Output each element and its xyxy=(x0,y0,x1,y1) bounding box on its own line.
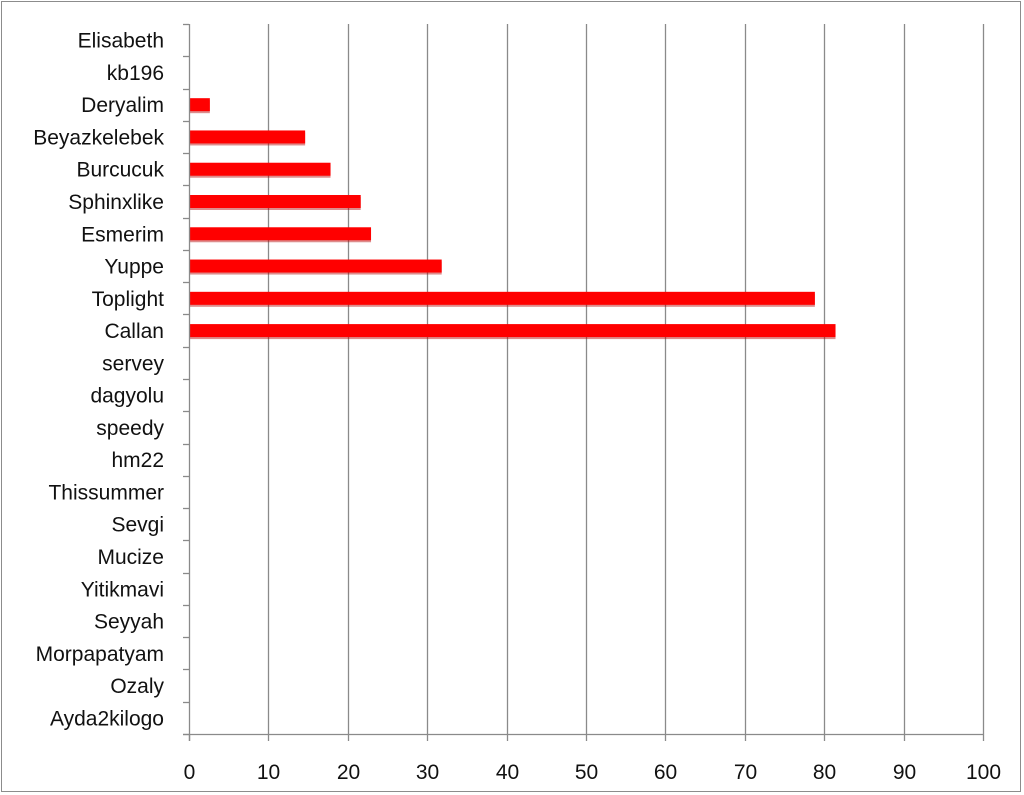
bar xyxy=(190,324,836,338)
category-label: servey xyxy=(102,352,164,375)
category-label: Yuppe xyxy=(104,256,164,279)
category-label: Elisabeth xyxy=(78,30,164,53)
axes xyxy=(183,23,985,741)
category-label: kb196 xyxy=(107,62,164,85)
category-label: Toplight xyxy=(92,288,165,311)
category-label: Esmerim xyxy=(81,223,164,246)
category-label: dagyolu xyxy=(90,385,164,408)
bars xyxy=(190,98,836,340)
category-label: Mucize xyxy=(97,546,164,569)
x-tick-label: 90 xyxy=(893,761,916,784)
category-label: speedy xyxy=(96,417,164,440)
x-tick-label: 60 xyxy=(654,761,677,784)
gridlines xyxy=(267,24,985,734)
x-tick-label: 70 xyxy=(734,761,757,784)
category-label: Ayda2kilogo xyxy=(50,707,164,730)
category-label: Ozaly xyxy=(110,675,164,698)
bar xyxy=(190,195,361,208)
x-tick-label: 20 xyxy=(337,761,360,784)
bar xyxy=(190,227,372,241)
x-tick-label: 40 xyxy=(496,761,519,784)
bar xyxy=(190,259,442,273)
x-tick-label: 0 xyxy=(184,761,196,784)
category-label: Callan xyxy=(104,320,164,343)
x-tick-label: 50 xyxy=(575,761,598,784)
x-tick-label: 30 xyxy=(416,761,439,784)
category-label: Sevgi xyxy=(111,514,164,537)
category-label: Burcucuk xyxy=(76,159,164,182)
x-axis-labels: 0 10 20 30 40 50 60 70 80 90 100 xyxy=(184,761,1001,784)
category-label: hm22 xyxy=(111,449,164,472)
category-label: Sphinxlike xyxy=(68,191,164,214)
y-axis-labels: Elisabeth kb196 Deryalim Beyazkelebek Burcuc… xyxy=(33,30,164,731)
bar xyxy=(190,162,331,176)
category-label: Morpapatyam xyxy=(36,643,164,666)
category-label: Beyazkelebek xyxy=(33,126,164,149)
category-label: Seyyah xyxy=(94,611,164,634)
category-label: Deryalim xyxy=(81,94,164,117)
bar xyxy=(190,130,306,144)
x-tick-label: 100 xyxy=(966,761,1001,784)
bar xyxy=(190,98,210,112)
x-tick-label: 10 xyxy=(257,761,280,784)
bar xyxy=(190,291,815,305)
x-tick-label: 80 xyxy=(813,761,836,784)
category-label: Yitikmavi xyxy=(81,578,164,601)
category-label: Thissummer xyxy=(48,481,164,504)
